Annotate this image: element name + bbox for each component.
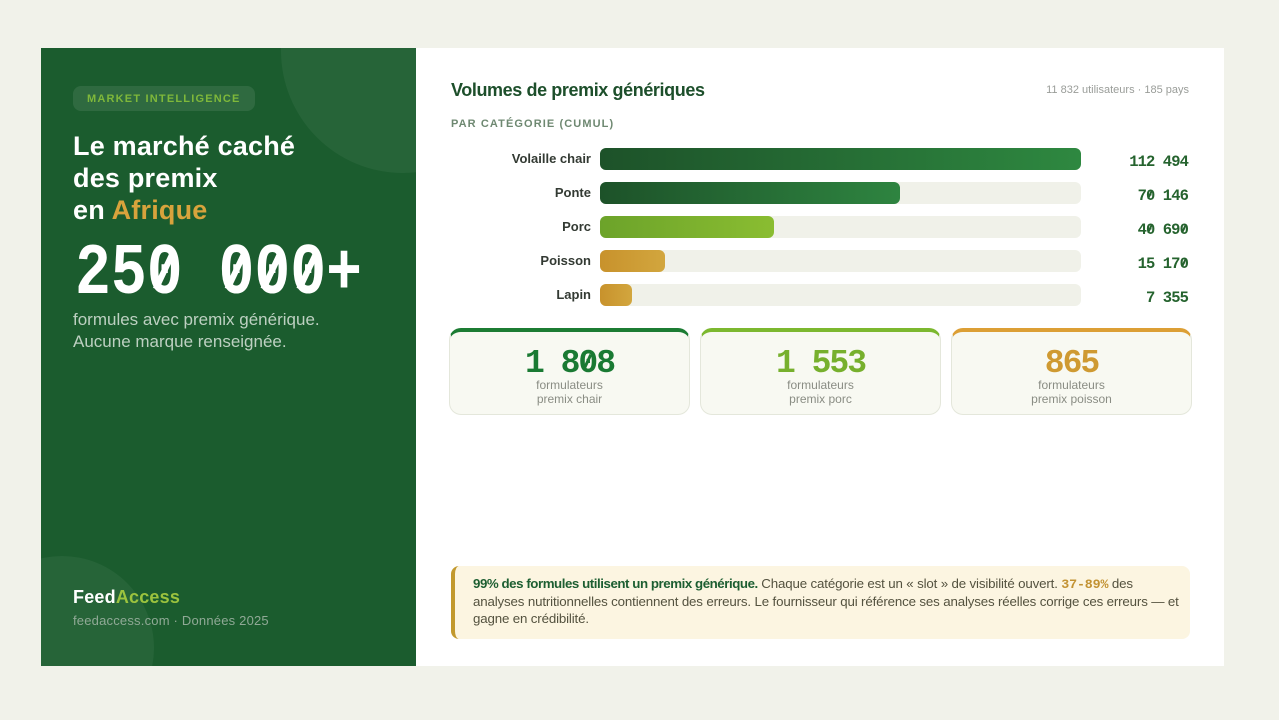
- svg-text:250 000+: 250 000+: [75, 238, 362, 308]
